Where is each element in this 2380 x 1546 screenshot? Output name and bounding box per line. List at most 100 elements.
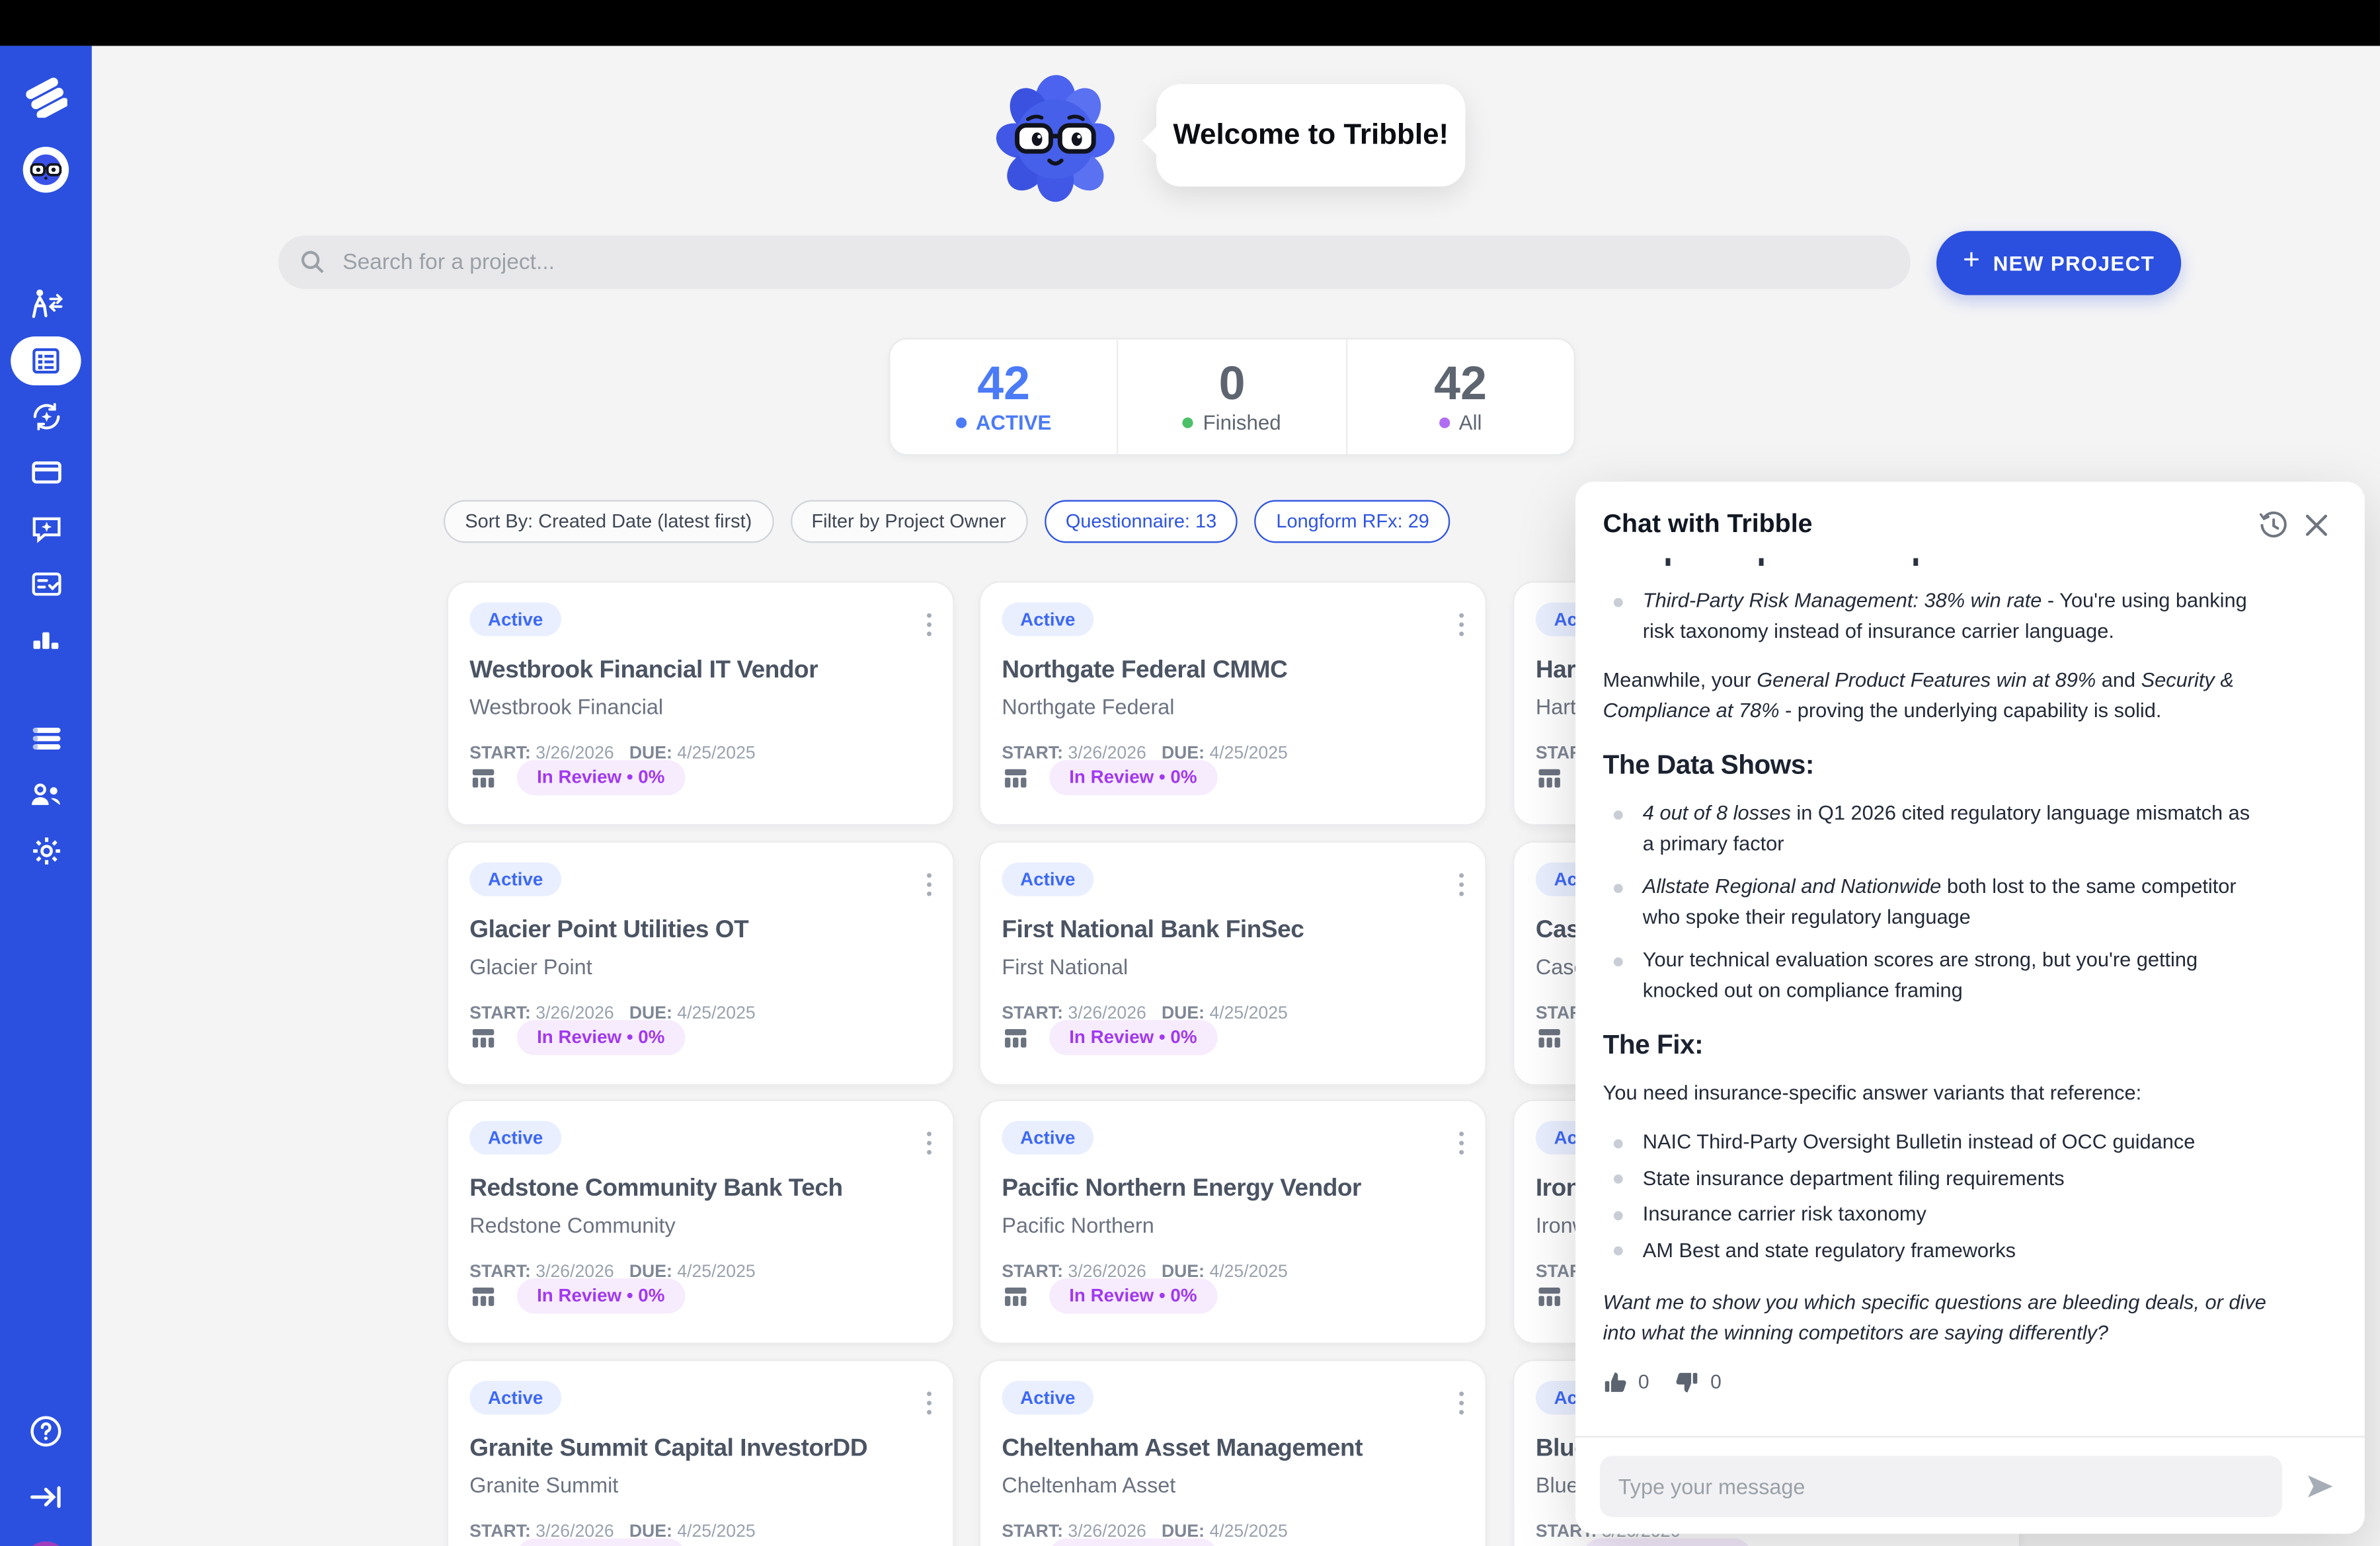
card-menu-icon[interactable] xyxy=(1456,870,1467,899)
tribble-mascot xyxy=(991,73,1119,205)
thumbs-down-count: 0 xyxy=(1710,1369,1722,1393)
stage-pill: In Review • 0% xyxy=(1049,1538,1217,1546)
finished-dot xyxy=(1183,417,1194,428)
active-count: 42 xyxy=(977,356,1030,410)
chat-bullet: Third-Party Risk Management: 38% win rat… xyxy=(1603,586,2267,647)
status-badge: Active xyxy=(469,1120,562,1155)
thumbs-up-button[interactable]: 0 xyxy=(1603,1366,1649,1397)
new-project-label: NEW PROJECT xyxy=(1993,251,2155,275)
chat-bullet: NAIC Third-Party Oversight Bulletin inst… xyxy=(1603,1127,2267,1157)
stat-all[interactable]: 42 All xyxy=(1345,339,1573,455)
finished-label: Finished xyxy=(1203,411,1281,435)
card-menu-icon[interactable] xyxy=(924,870,934,899)
help-icon[interactable] xyxy=(0,1405,92,1457)
sidebar-item-chat-ai[interactable] xyxy=(0,502,92,554)
sidebar-item-checklist[interactable] xyxy=(0,558,92,610)
thumbs-down-button[interactable]: 0 xyxy=(1675,1366,1722,1397)
sidebar-item-analytics[interactable] xyxy=(0,613,92,666)
stage-pill: In Review • 0% xyxy=(1049,1020,1217,1056)
chat-bullet: Your technical evaluation scores are str… xyxy=(1603,945,2267,1007)
owner-filter-chip[interactable]: Filter by Project Owner xyxy=(790,500,1028,543)
chat-bullet: State insurance department filing requir… xyxy=(1603,1163,2267,1193)
questionnaire-chip[interactable]: Questionnaire: 13 xyxy=(1044,500,1238,543)
project-card[interactable]: Active Cheltenham Asset Management Chelt… xyxy=(978,1359,1487,1546)
table-icon xyxy=(472,1028,495,1047)
top-black-bar xyxy=(0,0,2380,46)
mascot-avatar-icon[interactable] xyxy=(0,143,92,196)
project-company: Cheltenham Asset xyxy=(1002,1472,1176,1498)
chat-close-icon[interactable] xyxy=(2294,503,2337,546)
sidebar-item-queue[interactable] xyxy=(0,713,92,765)
status-badge: Active xyxy=(1002,862,1094,896)
project-card[interactable]: Active Glacier Point Utilities OT Glacie… xyxy=(446,841,955,1086)
chat-input-row xyxy=(1575,1436,2365,1534)
project-company: Pacific Northern xyxy=(1002,1212,1154,1237)
chat-heading-data-shows: The Data Shows: xyxy=(1603,749,1815,780)
send-icon[interactable] xyxy=(2297,1463,2343,1508)
project-card[interactable]: Active Northgate Federal CMMC Northgate … xyxy=(978,581,1487,826)
table-icon xyxy=(1538,1286,1560,1305)
card-menu-icon[interactable] xyxy=(1456,1389,1467,1418)
finished-count: 0 xyxy=(1218,356,1246,410)
new-project-button[interactable]: + NEW PROJECT xyxy=(1936,231,2182,295)
card-menu-icon[interactable] xyxy=(1456,1128,1467,1157)
sidebar-item-tray[interactable] xyxy=(0,445,92,497)
project-search xyxy=(278,235,1911,290)
all-dot xyxy=(1439,417,1450,428)
table-icon xyxy=(1538,1028,1560,1047)
table-icon xyxy=(1005,1286,1027,1305)
sidebar-item-team[interactable] xyxy=(0,767,92,820)
project-card[interactable]: Active Granite Summit Capital InvestorDD… xyxy=(446,1359,955,1546)
card-menu-icon[interactable] xyxy=(924,1389,934,1418)
thumbs-down-icon xyxy=(1676,1372,1698,1392)
project-card[interactable]: Active Redstone Community Bank Tech Reds… xyxy=(446,1099,955,1344)
status-badge: Active xyxy=(469,602,562,637)
sidebar-item-handoff[interactable] xyxy=(0,278,92,330)
chat-paragraph: You need insurance-specific answer varia… xyxy=(1603,1081,2142,1104)
tribble-logo-icon[interactable] xyxy=(0,70,92,122)
longform-chip[interactable]: Longform RFx: 29 xyxy=(1255,500,1451,543)
project-card[interactable]: Active Pacific Northern Energy Vendor Pa… xyxy=(978,1099,1487,1344)
project-company: Westbrook Financial xyxy=(469,694,664,719)
chat-title: Chat with Tribble xyxy=(1603,509,1813,539)
table-icon xyxy=(1002,1542,1029,1546)
stat-active[interactable]: 42 ACTIVE xyxy=(891,340,1117,455)
sign-out-icon[interactable] xyxy=(0,1471,92,1524)
sort-chip[interactable]: Sort By: Created Date (latest first) xyxy=(443,500,774,543)
active-label: ACTIVE xyxy=(975,411,1052,435)
status-badge: Active xyxy=(1002,1381,1094,1415)
welcome-bubble: Welcome to Tribble! xyxy=(1142,84,1466,187)
sidebar-item-settings[interactable] xyxy=(0,824,92,876)
stage-pill: In Review • 0% xyxy=(1049,759,1217,796)
user-avatar[interactable]: TK xyxy=(0,1538,92,1546)
table-icon xyxy=(472,1286,495,1305)
project-company: Hartf xyxy=(1535,694,1583,719)
project-card[interactable]: Active Westbrook Financial IT Vendor Wes… xyxy=(446,581,955,826)
chat-history-icon[interactable] xyxy=(2252,503,2295,546)
chat-feedback: 0 0 xyxy=(1603,1366,2267,1397)
project-title: Pacific Northern Energy Vendor xyxy=(1002,1176,1362,1202)
project-company: Northgate Federal xyxy=(1002,694,1175,719)
sidebar: TK xyxy=(0,46,92,1546)
project-title: Northgate Federal CMMC xyxy=(1002,657,1288,684)
stat-finished[interactable]: 0 Finished xyxy=(1117,339,1345,455)
chat-paragraph: Meanwhile, your General Product Features… xyxy=(1603,668,2234,722)
all-count: 42 xyxy=(1434,356,1487,410)
project-company: Granite Summit xyxy=(469,1472,619,1498)
project-title: First National Bank FinSec xyxy=(1002,917,1304,944)
card-menu-icon[interactable] xyxy=(924,610,934,639)
card-menu-icon[interactable] xyxy=(924,1128,934,1157)
sidebar-item-sync[interactable] xyxy=(0,390,92,442)
card-menu-icon[interactable] xyxy=(1456,610,1467,639)
table-icon xyxy=(1005,768,1027,787)
stage-pill: In Review • 0% xyxy=(516,1278,685,1314)
chat-message-input[interactable] xyxy=(1600,1455,2282,1516)
search-icon xyxy=(301,251,324,274)
table-icon xyxy=(1005,1028,1027,1047)
plus-icon: + xyxy=(1963,245,1981,277)
stage-pill: In Review • 0% xyxy=(516,1020,685,1056)
search-input[interactable] xyxy=(339,248,1723,276)
sidebar-item-projects-active[interactable] xyxy=(0,335,92,387)
project-card[interactable]: Active First National Bank FinSec First … xyxy=(978,841,1487,1086)
table-icon xyxy=(1538,768,1560,787)
